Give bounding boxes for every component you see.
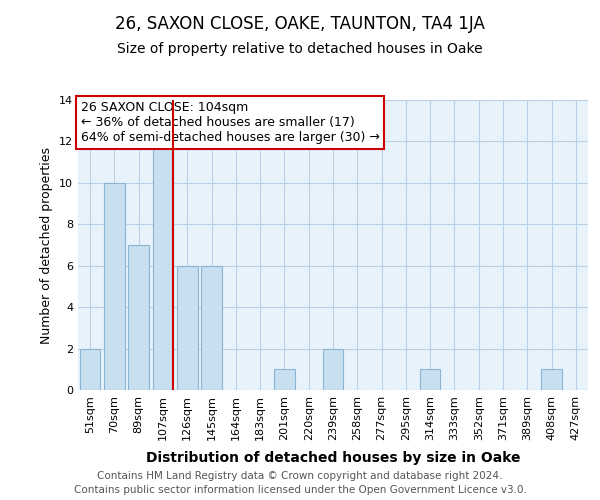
Bar bbox=[177, 266, 197, 390]
Y-axis label: Number of detached properties: Number of detached properties bbox=[40, 146, 53, 344]
Bar bbox=[152, 142, 173, 390]
Bar bbox=[541, 370, 562, 390]
Bar bbox=[201, 266, 222, 390]
Bar bbox=[128, 245, 149, 390]
Text: Contains HM Land Registry data © Crown copyright and database right 2024.
Contai: Contains HM Land Registry data © Crown c… bbox=[74, 471, 526, 495]
Bar bbox=[274, 370, 295, 390]
Bar bbox=[420, 370, 440, 390]
Text: 26, SAXON CLOSE, OAKE, TAUNTON, TA4 1JA: 26, SAXON CLOSE, OAKE, TAUNTON, TA4 1JA bbox=[115, 15, 485, 33]
Bar bbox=[323, 348, 343, 390]
Bar bbox=[104, 183, 125, 390]
X-axis label: Distribution of detached houses by size in Oake: Distribution of detached houses by size … bbox=[146, 451, 520, 465]
Text: 26 SAXON CLOSE: 104sqm
← 36% of detached houses are smaller (17)
64% of semi-det: 26 SAXON CLOSE: 104sqm ← 36% of detached… bbox=[80, 102, 379, 144]
Bar bbox=[80, 348, 100, 390]
Text: Size of property relative to detached houses in Oake: Size of property relative to detached ho… bbox=[117, 42, 483, 56]
